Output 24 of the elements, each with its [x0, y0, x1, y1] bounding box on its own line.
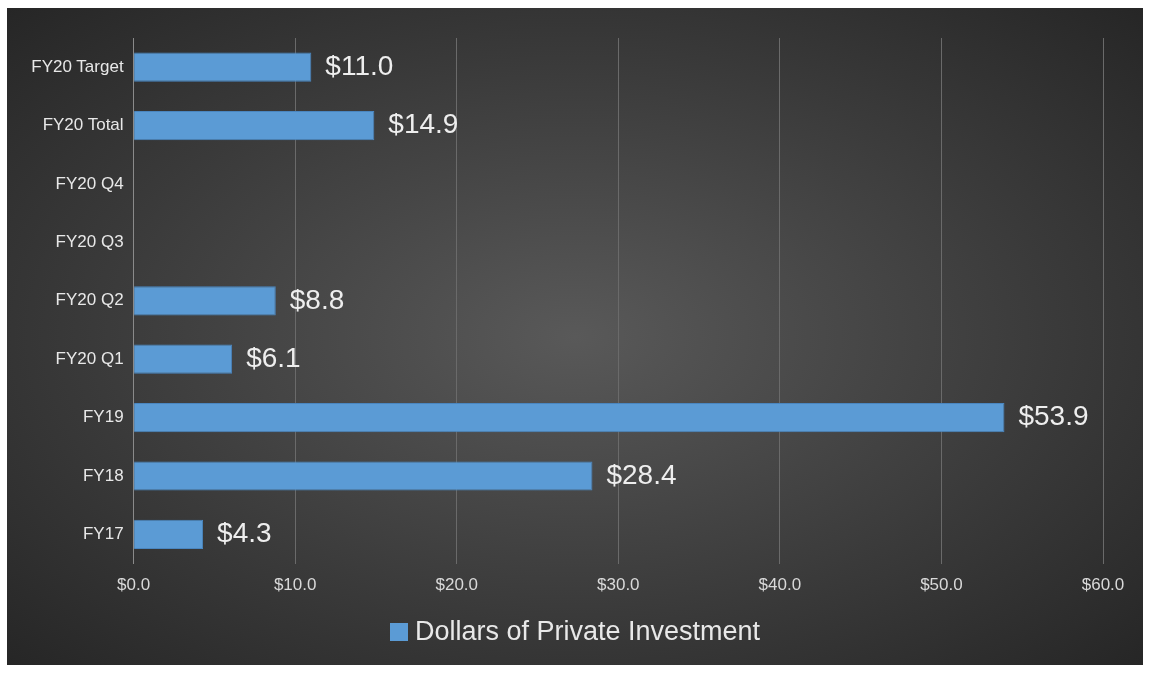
y-tick-label: FY18 — [82, 465, 124, 485]
data-label: $53.9 — [1018, 400, 1089, 432]
data-label: $4.3 — [217, 517, 272, 549]
y-tick-label: FY20 Q4 — [55, 173, 124, 193]
y-tick-label: FY20 Target — [31, 56, 124, 76]
data-label: $28.4 — [606, 458, 677, 490]
x-tick-label: $20.0 — [435, 575, 479, 595]
y-tick-label: FY20 Q2 — [55, 290, 124, 310]
x-tick-label: $0.0 — [117, 575, 151, 595]
data-label: $14.9 — [388, 108, 459, 140]
legend-label: Dollars of Private Investment — [414, 616, 761, 646]
x-tick-label: $40.0 — [758, 575, 802, 595]
data-label: $11.0 — [325, 49, 394, 81]
y-tick-label: FY19 — [82, 407, 124, 427]
x-tick-label: $50.0 — [920, 575, 963, 595]
data-label: $8.8 — [289, 283, 345, 315]
y-tick-label: FY17 — [82, 524, 124, 544]
x-tick-label: $10.0 — [273, 575, 317, 595]
x-tick-label: $60.0 — [1081, 575, 1125, 595]
y-tick-label: FY20 Q1 — [55, 348, 124, 368]
x-tick-label: $30.0 — [597, 575, 640, 595]
y-tick-label: FY20 Q3 — [55, 232, 124, 252]
data-label: $6.1 — [246, 341, 301, 373]
y-tick-label: FY20 Total — [42, 115, 124, 135]
